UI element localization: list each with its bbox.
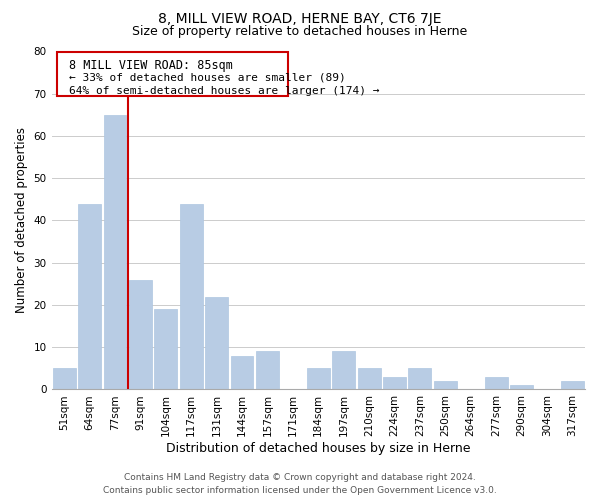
Bar	[434, 381, 457, 390]
Bar	[154, 309, 177, 390]
Text: Size of property relative to detached houses in Herne: Size of property relative to detached ho…	[133, 25, 467, 38]
FancyBboxPatch shape	[56, 52, 288, 96]
Bar	[205, 296, 228, 390]
Text: 64% of semi-detached houses are larger (174) →: 64% of semi-detached houses are larger (…	[70, 86, 380, 96]
Text: ← 33% of detached houses are smaller (89): ← 33% of detached houses are smaller (89…	[70, 72, 346, 83]
X-axis label: Distribution of detached houses by size in Herne: Distribution of detached houses by size …	[166, 442, 470, 455]
Bar	[256, 352, 279, 390]
Text: 8, MILL VIEW ROAD, HERNE BAY, CT6 7JE: 8, MILL VIEW ROAD, HERNE BAY, CT6 7JE	[158, 12, 442, 26]
Bar	[307, 368, 330, 390]
Bar	[104, 115, 127, 390]
Bar	[561, 381, 584, 390]
Bar	[180, 204, 203, 390]
Text: 8 MILL VIEW ROAD: 85sqm: 8 MILL VIEW ROAD: 85sqm	[70, 59, 233, 72]
Bar	[383, 377, 406, 390]
Bar	[358, 368, 380, 390]
Bar	[332, 352, 355, 390]
Bar	[485, 377, 508, 390]
Bar	[409, 368, 431, 390]
Bar	[129, 280, 152, 390]
Text: Contains HM Land Registry data © Crown copyright and database right 2024.
Contai: Contains HM Land Registry data © Crown c…	[103, 473, 497, 495]
Bar	[510, 385, 533, 390]
Bar	[53, 368, 76, 390]
Bar	[78, 204, 101, 390]
Bar	[230, 356, 253, 390]
Y-axis label: Number of detached properties: Number of detached properties	[15, 128, 28, 314]
